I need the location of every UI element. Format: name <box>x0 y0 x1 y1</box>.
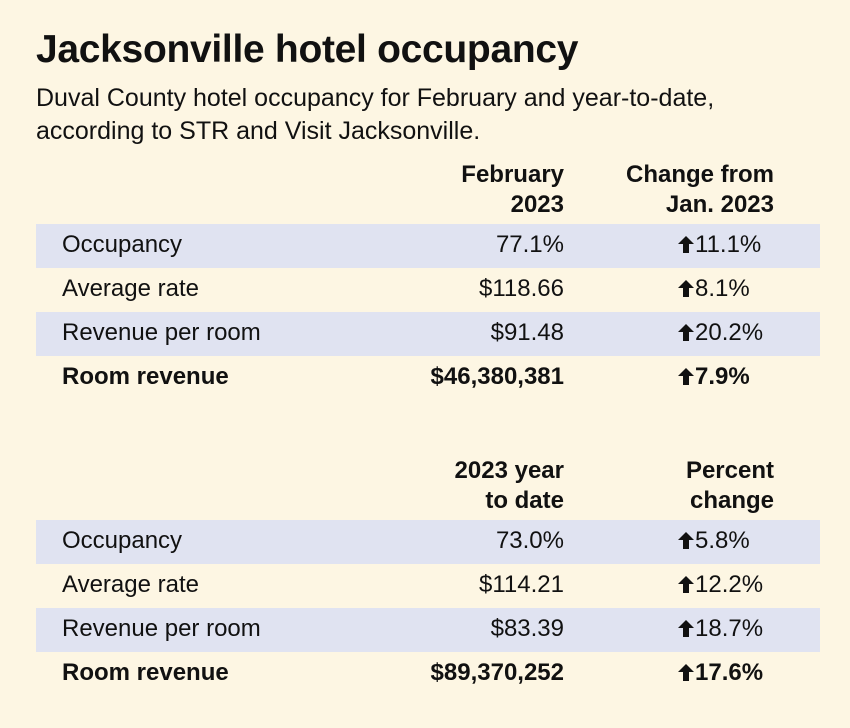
row-label: Occupancy <box>62 231 183 258</box>
row-change: 12.2% <box>678 571 763 599</box>
up-arrow-icon <box>678 280 694 297</box>
up-arrow-icon <box>678 368 694 385</box>
header-line: 2023 year <box>454 457 564 484</box>
row-label: Room revenue <box>62 659 229 686</box>
table-row: Average rate $114.21 12.2% <box>36 564 820 608</box>
up-arrow-icon <box>678 576 694 593</box>
up-arrow-icon <box>678 532 694 549</box>
table-row: Occupancy 73.0% 5.8% <box>36 520 820 564</box>
change-value: 20.2% <box>695 319 764 346</box>
table-row: Average rate $118.66 8.1% <box>36 268 820 312</box>
header-line: Percent <box>685 457 774 484</box>
row-label: Average rate <box>62 275 199 302</box>
table-body: Occupancy 77.1% 11.1% Average rate $118.66 8.… <box>36 224 820 400</box>
row-value: $46,380,381 <box>430 363 564 390</box>
up-arrow-icon <box>678 236 694 253</box>
row-value: 77.1% <box>495 231 564 258</box>
header-line: February <box>461 161 564 188</box>
table-row: Revenue per room $83.39 18.7% <box>36 608 820 652</box>
change-value: 11.1% <box>695 231 762 258</box>
table-row: Occupancy 77.1% 11.1% <box>36 224 820 268</box>
row-change: 7.9% <box>678 363 750 391</box>
table-body: Occupancy 73.0% 5.8% Average rate $114.21 12.… <box>36 520 820 696</box>
column-header-value: February 2023 <box>344 160 564 220</box>
row-label: Revenue per room <box>62 319 261 346</box>
table-row: Room revenue $46,380,381 7.9% <box>36 356 820 400</box>
row-value: 73.0% <box>495 527 564 554</box>
change-value: 8.1% <box>695 275 750 302</box>
table-header: February 2023 Change from Jan. 2023 <box>36 160 820 224</box>
header-line: to date <box>485 487 564 514</box>
column-header-change: Percent change <box>554 456 774 516</box>
row-change: 17.6% <box>678 659 763 687</box>
table-row: Revenue per room $91.48 20.2% <box>36 312 820 356</box>
row-change: 8.1% <box>678 275 750 303</box>
change-value: 17.6% <box>695 659 764 686</box>
row-change: 5.8% <box>678 527 750 555</box>
chart-title: Jacksonville hotel occupancy <box>36 28 579 71</box>
row-label: Room revenue <box>62 363 229 390</box>
row-value: $114.21 <box>479 571 564 598</box>
header-line: 2023 <box>510 191 564 218</box>
row-value: $89,370,252 <box>430 659 564 686</box>
column-header-change: Change from Jan. 2023 <box>554 160 774 220</box>
row-change: 20.2% <box>678 319 763 347</box>
header-line: Change from <box>625 161 774 188</box>
row-label: Average rate <box>62 571 199 598</box>
header-line: change <box>689 487 774 514</box>
up-arrow-icon <box>678 324 694 341</box>
change-value: 5.8% <box>695 527 750 554</box>
row-value: $83.39 <box>490 615 564 642</box>
column-header-value: 2023 year to date <box>344 456 564 516</box>
change-value: 18.7% <box>695 615 764 642</box>
change-value: 7.9% <box>695 363 750 390</box>
row-label: Revenue per room <box>62 615 261 642</box>
row-change: 11.1% <box>678 231 761 259</box>
change-value: 12.2% <box>695 571 764 598</box>
row-value: $118.66 <box>479 275 564 302</box>
february-table: February 2023 Change from Jan. 2023 Occu… <box>36 160 820 400</box>
row-change: 18.7% <box>678 615 763 643</box>
up-arrow-icon <box>678 620 694 637</box>
year-to-date-table: 2023 year to date Percent change Occupan… <box>36 456 820 696</box>
table-header: 2023 year to date Percent change <box>36 456 820 520</box>
table-row: Room revenue $89,370,252 17.6% <box>36 652 820 696</box>
row-label: Occupancy <box>62 527 183 554</box>
row-value: $91.48 <box>490 319 564 346</box>
header-line: Jan. 2023 <box>665 191 774 218</box>
up-arrow-icon <box>678 664 694 681</box>
chart-subtitle: Duval County hotel occupancy for Februar… <box>36 84 715 145</box>
